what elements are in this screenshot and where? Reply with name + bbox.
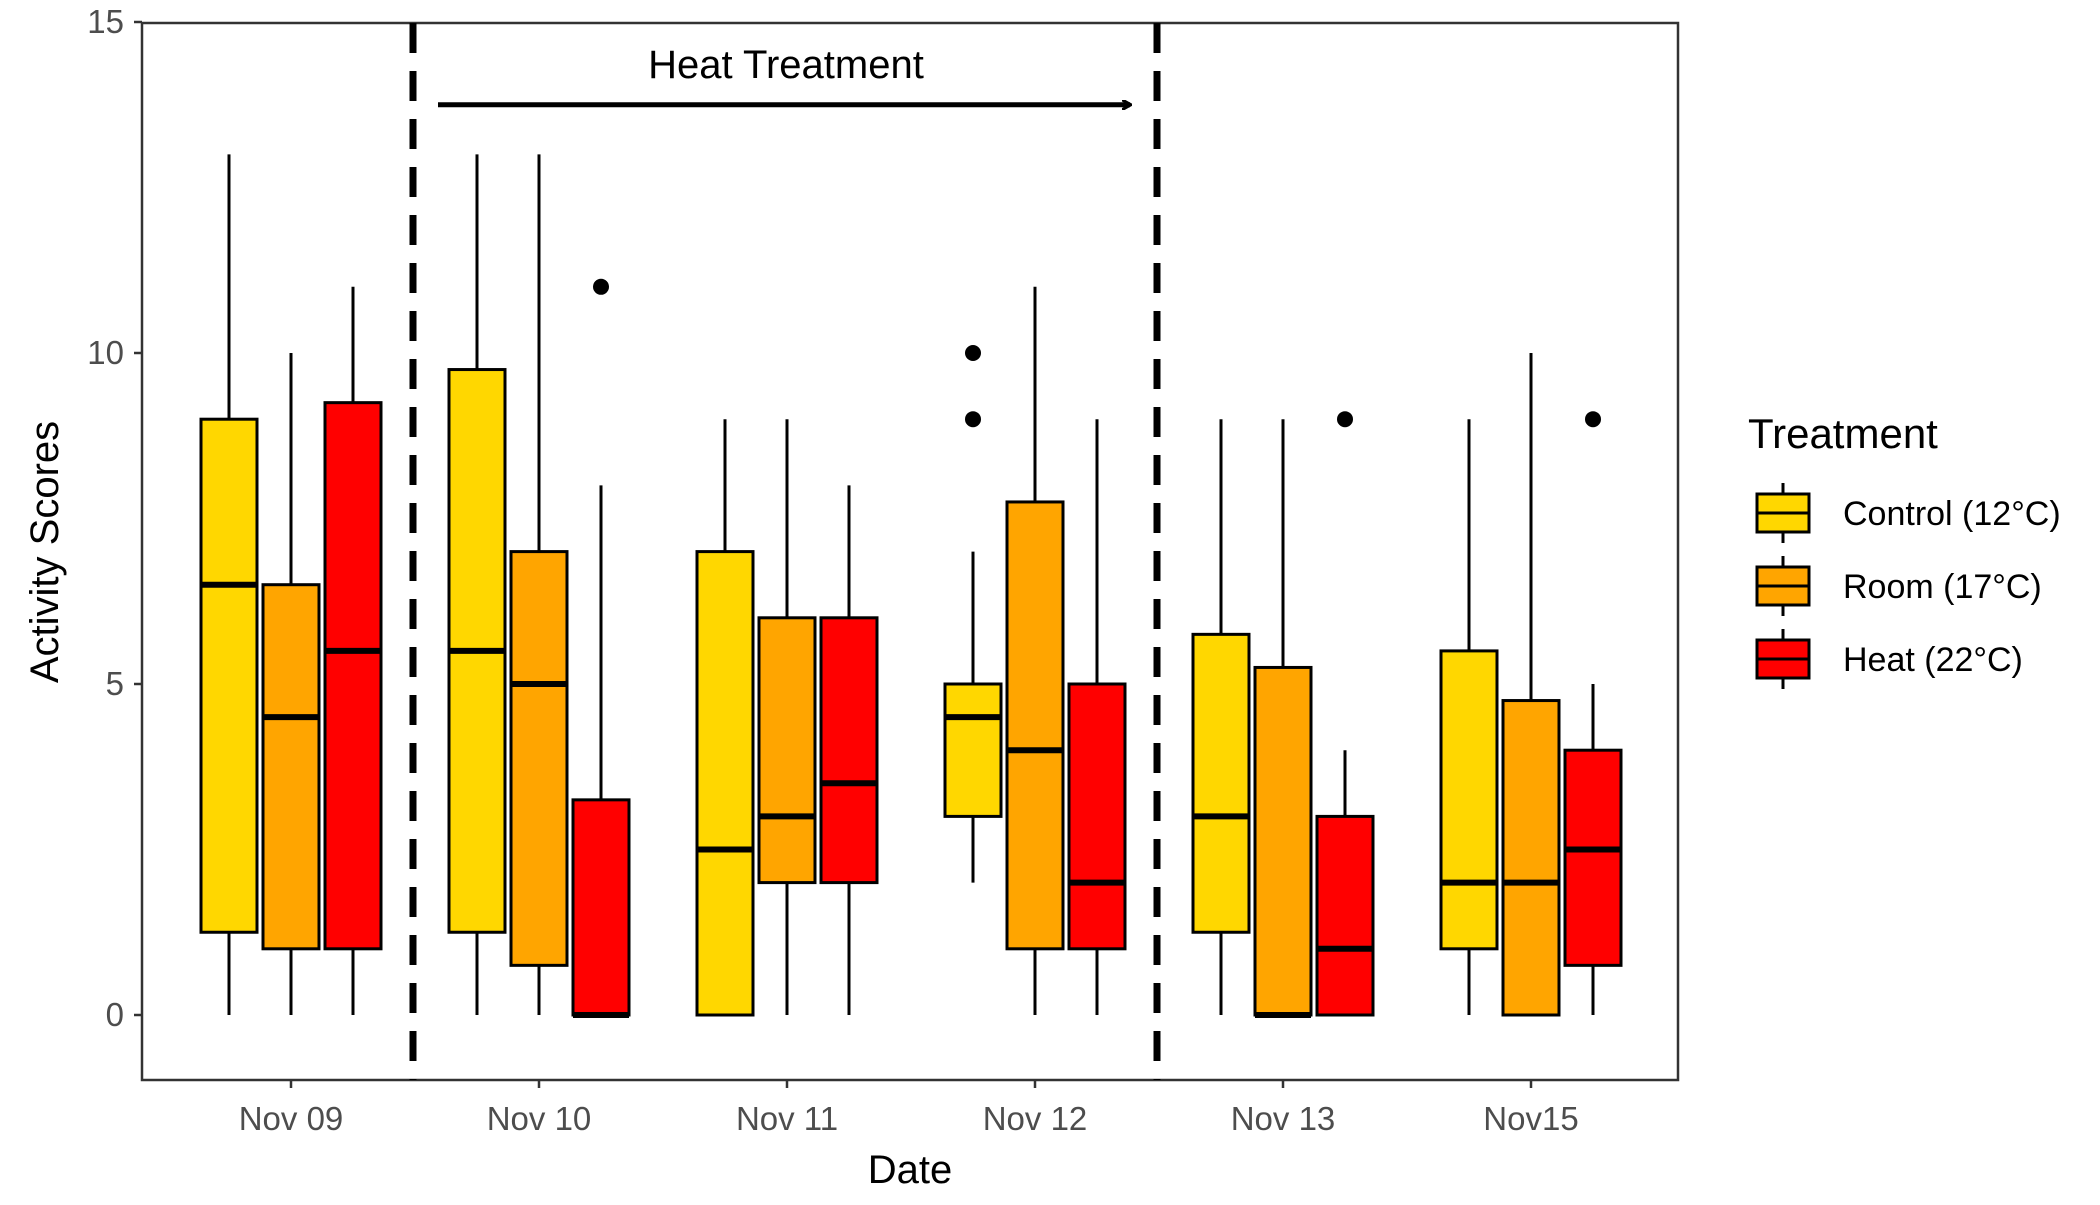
outlier-point: [965, 411, 981, 428]
box-3-3: [819, 485, 879, 1015]
heat-treatment-annotation: Heat Treatment: [438, 43, 1130, 105]
y-tick-label: 15: [87, 3, 124, 40]
box-1-4: [943, 345, 1003, 883]
iqr-box: [757, 616, 817, 885]
legend-key-1: Control (12°C): [1755, 483, 2061, 543]
iqr-box: [1191, 632, 1251, 934]
legend-label: Control (12°C): [1843, 495, 2061, 533]
x-tick-label: Nov 10: [487, 1100, 592, 1137]
plot-panel: [140, 21, 1680, 1082]
legend-key-3: Heat (22°C): [1755, 629, 2023, 689]
outlier-point: [965, 345, 981, 361]
box-2-2: [509, 154, 569, 1015]
iqr-box: [261, 583, 321, 951]
iqr-box: [1315, 814, 1375, 1017]
legend-label: Room (17°C): [1843, 568, 2042, 606]
iqr-box: [819, 616, 879, 885]
y-tick-label: 5: [106, 665, 124, 702]
y-tick-label: 10: [87, 334, 124, 371]
y-axis: 0 5 10 15: [87, 3, 142, 1033]
box-3-6: [1563, 411, 1623, 1015]
x-tick-label: Nov 09: [239, 1100, 344, 1137]
box-2-5: [1253, 419, 1313, 1018]
y-axis-title: Activity Scores: [23, 421, 67, 683]
x-tick-label: Nov 11: [736, 1100, 838, 1137]
boxplot-series: [199, 154, 1623, 1018]
iqr-box: [695, 550, 755, 1017]
box-3-5: [1315, 411, 1375, 1017]
iqr-box: [1253, 665, 1313, 1017]
box-3-4: [1067, 419, 1127, 1015]
box-1-3: [695, 419, 755, 1017]
box-2-1: [261, 353, 321, 1015]
legend-key-2: Room (17°C): [1755, 556, 2042, 616]
iqr-box: [199, 417, 259, 934]
x-axis: Nov 09 Nov 10 Nov 11 Nov 12 Nov 13 Nov15: [239, 1080, 1579, 1137]
annotation-label: Heat Treatment: [648, 43, 924, 87]
treatment-period-lines: [409, 23, 1161, 1080]
x-tick-label: Nov15: [1483, 1100, 1578, 1137]
box-2-6: [1501, 353, 1561, 1017]
box-1-6: [1439, 419, 1499, 1015]
iqr-box: [943, 682, 1003, 818]
x-tick-label: Nov 13: [1231, 1100, 1336, 1137]
iqr-box: [323, 401, 383, 951]
iqr-box: [1439, 649, 1499, 951]
legend: Treatment Control (12°C) Room (17°C) Heat …: [1748, 410, 2061, 689]
iqr-box: [1005, 500, 1065, 951]
iqr-box: [1067, 682, 1127, 951]
iqr-box: [1563, 748, 1623, 967]
box-1-5: [1191, 419, 1251, 1015]
iqr-box: [509, 550, 569, 967]
box-3-2: [571, 278, 631, 1018]
iqr-box: [1501, 699, 1561, 1017]
x-axis-title: Date: [868, 1148, 953, 1192]
x-tick-label: Nov 12: [983, 1100, 1088, 1137]
iqr-box: [571, 798, 631, 1017]
y-tick-label: 0: [106, 996, 124, 1033]
box-1-1: [199, 154, 259, 1015]
legend-label: Heat (22°C): [1843, 641, 2023, 679]
legend-title: Treatment: [1748, 410, 1938, 457]
outlier-point: [593, 278, 609, 295]
box-3-1: [323, 286, 383, 1015]
outlier-point: [1585, 411, 1601, 428]
box-2-4: [1005, 286, 1065, 1015]
box-2-3: [757, 419, 817, 1015]
outlier-point: [1337, 411, 1353, 428]
box-1-2: [447, 154, 507, 1015]
